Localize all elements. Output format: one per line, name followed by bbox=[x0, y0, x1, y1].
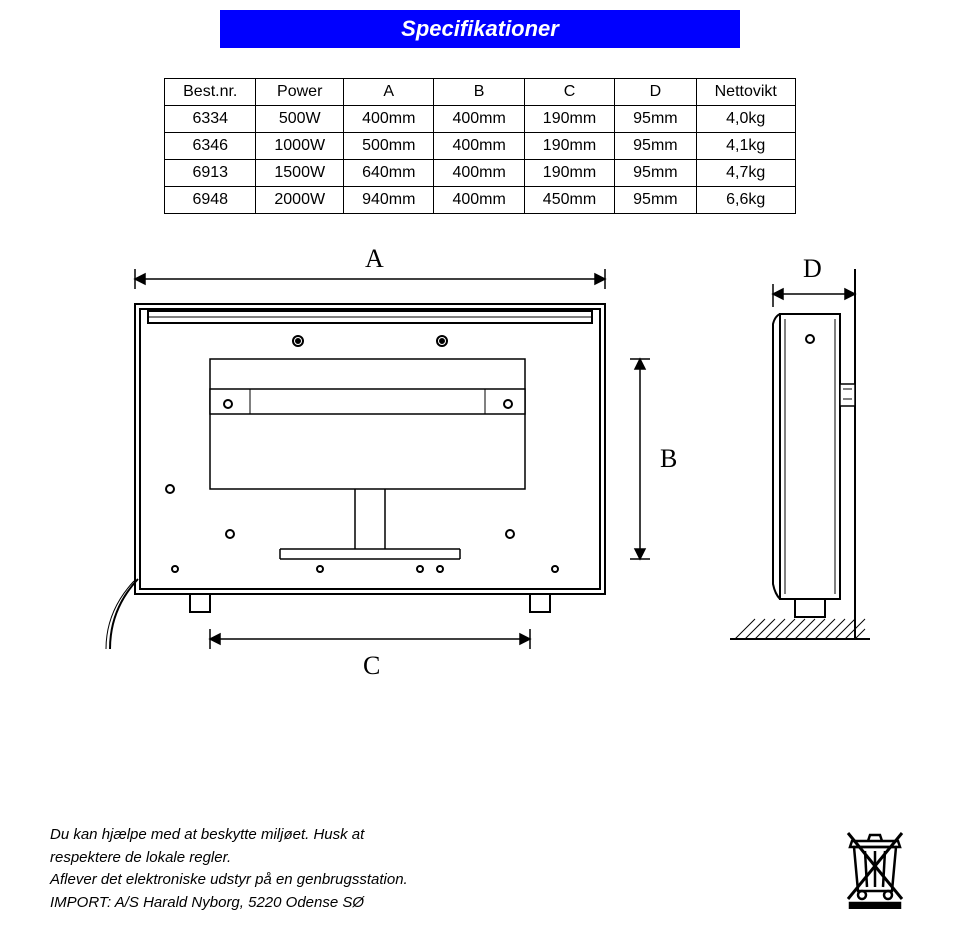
cell: 940mm bbox=[344, 187, 434, 214]
footer-line4: IMPORT: A/S Harald Nyborg, 5220 Odense S… bbox=[50, 892, 408, 915]
cell: 400mm bbox=[434, 133, 524, 160]
cell: 6948 bbox=[165, 187, 256, 214]
cell: 95mm bbox=[615, 106, 696, 133]
col-bestnr: Best.nr. bbox=[165, 79, 256, 106]
cell: 500W bbox=[256, 106, 344, 133]
cell: 450mm bbox=[524, 187, 614, 214]
footer-text: Du kan hjælpe med at beskytte miljøet. H… bbox=[50, 824, 408, 914]
cell: 95mm bbox=[615, 187, 696, 214]
table-row: 6913 1500W 640mm 400mm 190mm 95mm 4,7kg bbox=[165, 160, 796, 187]
cell: 6334 bbox=[165, 106, 256, 133]
cell: 4,0kg bbox=[696, 106, 795, 133]
table-row: 6334 500W 400mm 400mm 190mm 95mm 4,0kg bbox=[165, 106, 796, 133]
footer-line2: respektere de lokale regler. bbox=[50, 847, 408, 870]
cell: 95mm bbox=[615, 133, 696, 160]
label-c: C bbox=[363, 651, 380, 680]
cell: 190mm bbox=[524, 106, 614, 133]
table-header-row: Best.nr. Power A B C D Nettovikt bbox=[165, 79, 796, 106]
cell: 400mm bbox=[434, 106, 524, 133]
label-b: B bbox=[660, 444, 677, 473]
label-d: D bbox=[803, 254, 822, 283]
cell: 95mm bbox=[615, 160, 696, 187]
cell: 190mm bbox=[524, 160, 614, 187]
col-a: A bbox=[344, 79, 434, 106]
cell: 4,7kg bbox=[696, 160, 795, 187]
cell: 400mm bbox=[434, 187, 524, 214]
page-title: Specifikationer bbox=[220, 10, 740, 48]
weee-bin-icon bbox=[840, 819, 910, 914]
cell: 1000W bbox=[256, 133, 344, 160]
cell: 4,1kg bbox=[696, 133, 795, 160]
spec-table: Best.nr. Power A B C D Nettovikt 6334 50… bbox=[164, 78, 796, 214]
cell: 6,6kg bbox=[696, 187, 795, 214]
col-d: D bbox=[615, 79, 696, 106]
col-c: C bbox=[524, 79, 614, 106]
cell: 500mm bbox=[344, 133, 434, 160]
cell: 1500W bbox=[256, 160, 344, 187]
col-b: B bbox=[434, 79, 524, 106]
cell: 190mm bbox=[524, 133, 614, 160]
cell: 6346 bbox=[165, 133, 256, 160]
cell: 6913 bbox=[165, 160, 256, 187]
table-row: 6346 1000W 500mm 400mm 190mm 95mm 4,1kg bbox=[165, 133, 796, 160]
label-a: A bbox=[365, 244, 384, 273]
cell: 400mm bbox=[434, 160, 524, 187]
col-power: Power bbox=[256, 79, 344, 106]
footer-line1: Du kan hjælpe med at beskytte miljøet. H… bbox=[50, 824, 408, 847]
footer-line3: Aflever det elektroniske udstyr på en ge… bbox=[50, 869, 408, 892]
cell: 400mm bbox=[344, 106, 434, 133]
table-row: 6948 2000W 940mm 400mm 450mm 95mm 6,6kg bbox=[165, 187, 796, 214]
dimension-diagram: A bbox=[80, 239, 880, 714]
col-nettovikt: Nettovikt bbox=[696, 79, 795, 106]
cell: 640mm bbox=[344, 160, 434, 187]
cell: 2000W bbox=[256, 187, 344, 214]
